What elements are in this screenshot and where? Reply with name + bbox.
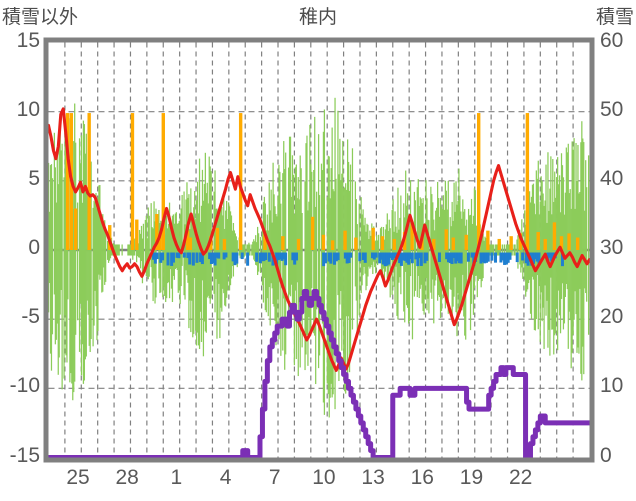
x-axis-tick-5: 10	[312, 466, 336, 489]
right-axis-tick-4: 20	[600, 305, 624, 329]
x-axis-tick-6: 13	[361, 466, 385, 489]
x-axis-tick-3: 4	[219, 466, 232, 489]
left-axis-tick-0: 15	[16, 28, 40, 52]
right-axis-tick-5: 10	[600, 374, 624, 398]
left-axis-tick-2: 5	[28, 166, 40, 190]
x-axis-tick-9: 22	[508, 466, 533, 489]
right-axis-tick-1: 50	[600, 97, 624, 121]
x-axis-tick-0: 25	[66, 466, 90, 489]
x-axis-tick-2: 1	[170, 466, 183, 489]
left-axis-tick-3: 0	[28, 236, 40, 259]
x-axis-tick-8: 19	[459, 466, 484, 489]
right-axis-tick-3: 30	[600, 236, 624, 259]
right-axis-tick-0: 60	[600, 28, 624, 52]
x-axis-tick-1: 28	[115, 466, 139, 489]
series-layer	[48, 97, 590, 458]
left-axis-unit-label: 積雪以外	[2, 7, 79, 28]
right-axis-tick-2: 40	[600, 166, 624, 190]
left-axis-tick-1: 10	[16, 97, 40, 121]
left-axis-tick-5: -10	[9, 374, 40, 398]
left-axis-tick-4: -5	[21, 305, 40, 329]
x-axis-tick-4: 7	[268, 466, 281, 489]
right-axis-tick-6: 0	[600, 443, 612, 467]
left-axis-tick-6: -15	[9, 443, 40, 467]
chart-title: 稚内	[298, 7, 337, 28]
plot-frame	[43, 37, 595, 463]
right-axis-unit-label: 積雪	[595, 7, 634, 28]
x-axis-tick-7: 16	[410, 466, 434, 489]
